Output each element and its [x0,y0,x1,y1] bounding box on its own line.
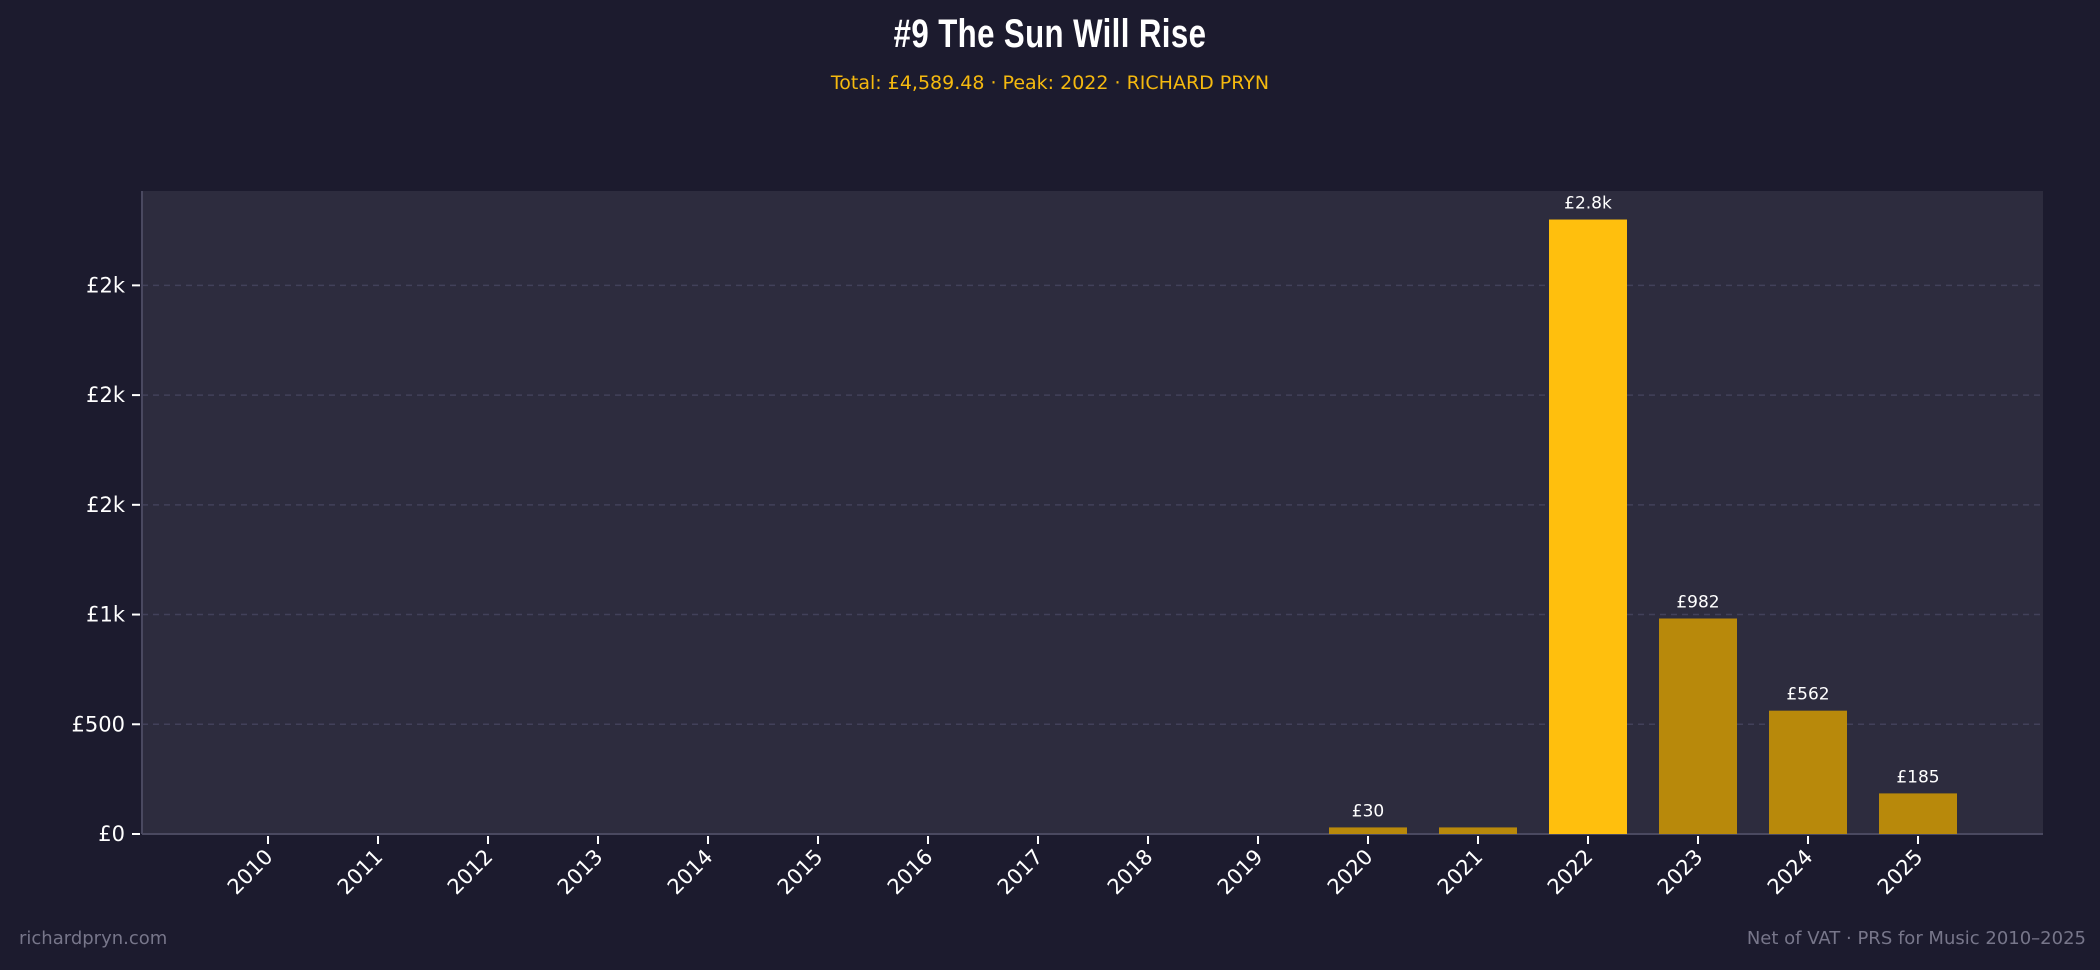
x-tick-label: 2011 [333,845,388,900]
bar-2023 [1659,618,1737,834]
x-tick-label: 2013 [553,845,608,900]
y-tick-label: £1k [86,603,126,627]
x-tick-label: 2015 [773,845,828,900]
data-label: £185 [1896,767,1939,787]
data-label: £2.8k [1564,194,1612,214]
data-label: £982 [1676,592,1719,612]
chart-subtitle: Total: £4,589.48 · Peak: 2022 · RICHARD … [830,72,1270,94]
x-tick-label: 2023 [1653,845,1708,900]
x-tick-label: 2024 [1763,845,1818,900]
plot-area [142,191,2043,834]
x-tick-label: 2014 [663,845,718,900]
bar-2020 [1329,827,1407,834]
data-label: £562 [1786,685,1829,705]
x-tick-label: 2017 [993,845,1048,900]
data-label: £30 [1352,801,1384,821]
bar-2025 [1879,793,1957,834]
x-tick-label: 2012 [443,845,498,900]
chart-title: #9 The Sun Will Rise [893,12,1207,56]
bar-2024 [1769,710,1847,834]
bar-2021 [1439,827,1517,834]
x-tick-label: 2019 [1213,845,1268,900]
footer-source: Net of VAT · PRS for Music 2010–2025 [1746,928,2086,949]
x-tick-label: 2018 [1103,845,1158,900]
y-tick-label: £2k [86,493,126,517]
x-tick-label: 2025 [1873,845,1928,900]
x-tick-label: 2022 [1543,845,1598,900]
x-tick-label: 2016 [883,845,938,900]
y-tick-label: £2k [86,383,126,407]
x-tick-label: 2010 [223,845,278,900]
y-tick-label: £2k [86,273,126,297]
y-tick-label: £500 [72,712,125,736]
y-tick-label: £0 [98,822,125,846]
footer-site: richardpryn.com [19,928,168,949]
bar-2022 [1549,219,1627,835]
x-tick-label: 2020 [1323,845,1378,900]
x-tick-label: 2021 [1433,845,1488,900]
